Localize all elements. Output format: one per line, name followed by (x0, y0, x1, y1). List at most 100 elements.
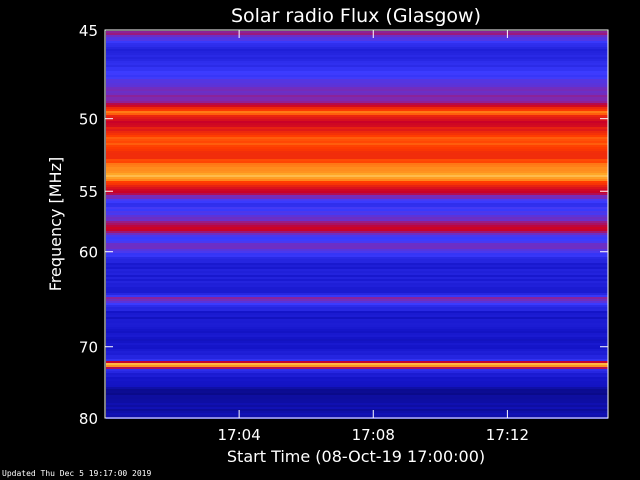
spectrogram-row (106, 309, 608, 311)
spectrogram-row (106, 189, 608, 191)
spectrogram-row (106, 367, 608, 369)
spectrogram-row (106, 79, 608, 81)
y-tick-label: 70 (79, 339, 98, 357)
spectrogram-row (106, 371, 608, 373)
spectrogram-row (106, 183, 608, 185)
spectrogram-row (106, 413, 608, 415)
spectrogram-row (106, 307, 608, 309)
spectrogram-row (106, 385, 608, 387)
spectrogram-row (106, 301, 608, 303)
y-axis: 45 50 55 60 70 80 (79, 22, 608, 428)
x-tick-label: 17:12 (486, 426, 529, 444)
y-tick-label: 80 (79, 410, 98, 428)
y-tick-label: 50 (79, 111, 98, 129)
spectrogram-row (106, 283, 608, 285)
spectrogram-row (106, 287, 608, 289)
spectrogram-row (106, 187, 608, 189)
spectrogram-row (106, 313, 608, 315)
spectrogram-row (106, 77, 608, 79)
spectrogram-row (106, 405, 608, 407)
spectrogram-row (106, 235, 608, 237)
spectrogram-row (106, 35, 608, 37)
spectrogram-row (106, 117, 608, 119)
spectrogram-row (106, 71, 608, 73)
spectrogram-row (106, 383, 608, 385)
spectrogram-row (106, 37, 608, 39)
x-axis-label: Start Time (08-Oct-19 17:00:00) (227, 447, 485, 466)
spectrogram-row (106, 321, 608, 323)
spectrogram-row (106, 39, 608, 41)
spectrogram-row (106, 177, 608, 179)
spectrogram-row (106, 293, 608, 295)
spectrogram-row (106, 415, 608, 417)
spectrogram-row (106, 243, 608, 245)
spectrogram-row (106, 377, 608, 379)
spectrogram-row (106, 273, 608, 275)
spectrogram-row (106, 295, 608, 297)
spectrogram-row (106, 403, 608, 405)
spectrogram-row (106, 165, 608, 167)
spectrogram-row (106, 99, 608, 101)
spectrogram-row (106, 315, 608, 317)
spectrogram-row (106, 147, 608, 149)
spectrogram-row (106, 381, 608, 383)
spectrogram-row (106, 369, 608, 371)
spectrogram-row (106, 191, 608, 193)
y-tick-label: 55 (79, 183, 98, 201)
spectrogram-row (106, 285, 608, 287)
spectrogram-row (106, 83, 608, 85)
spectrogram-row (106, 159, 608, 161)
spectrogram-row (106, 327, 608, 329)
spectrogram-row (106, 299, 608, 301)
spectrogram-row (106, 389, 608, 391)
spectrogram-row (106, 137, 608, 139)
plot-frame (104, 29, 609, 419)
spectrogram-row (106, 271, 608, 273)
spectrogram-row (106, 365, 608, 367)
y-tick-label: 45 (79, 22, 98, 40)
spectrogram-row (106, 115, 608, 117)
spectrogram-row (106, 85, 608, 87)
spectrogram-row (106, 211, 608, 213)
spectrogram-row (106, 253, 608, 255)
spectrogram-row (106, 207, 608, 209)
spectrogram-row (106, 93, 608, 95)
spectrogram-row (106, 209, 608, 211)
spectrogram-row (106, 201, 608, 203)
spectrogram-row (106, 111, 608, 113)
spectrogram-row (106, 231, 608, 233)
x-tick-label: 17:04 (218, 426, 261, 444)
spectrogram-row (106, 179, 608, 181)
spectrogram-row (106, 145, 608, 147)
spectrogram-row (106, 95, 608, 97)
spectrogram-row (106, 125, 608, 127)
spectrogram-row (106, 215, 608, 217)
spectrogram-row (106, 363, 608, 365)
spectrogram-row (106, 175, 608, 177)
spectrogram-row (106, 63, 608, 65)
spectrogram-row (106, 275, 608, 277)
spectrogram-row (106, 335, 608, 337)
spectrogram-row (106, 81, 608, 83)
spectrogram-row (106, 127, 608, 129)
spectrogram-row (106, 213, 608, 215)
spectrogram-row (106, 245, 608, 247)
spectrogram-row (106, 357, 608, 359)
spectrogram-row (106, 105, 608, 107)
spectrogram-row (106, 31, 608, 33)
spectrogram-row (106, 69, 608, 71)
spectrogram-row (106, 89, 608, 91)
spectrogram-row (106, 333, 608, 335)
spectrogram-row (106, 325, 608, 327)
chart-title: Solar radio Flux (Glasgow) (231, 5, 481, 27)
spectrogram-row (106, 277, 608, 279)
spectrogram-row (106, 43, 608, 45)
spectrogram-row (106, 129, 608, 131)
spectrogram-row (106, 119, 608, 121)
spectrogram-row (106, 59, 608, 61)
spectrogram-row (106, 319, 608, 321)
spectrogram-row (106, 87, 608, 89)
spectrogram-row (106, 229, 608, 231)
spectrogram-row (106, 113, 608, 115)
spectrogram-row (106, 311, 608, 313)
